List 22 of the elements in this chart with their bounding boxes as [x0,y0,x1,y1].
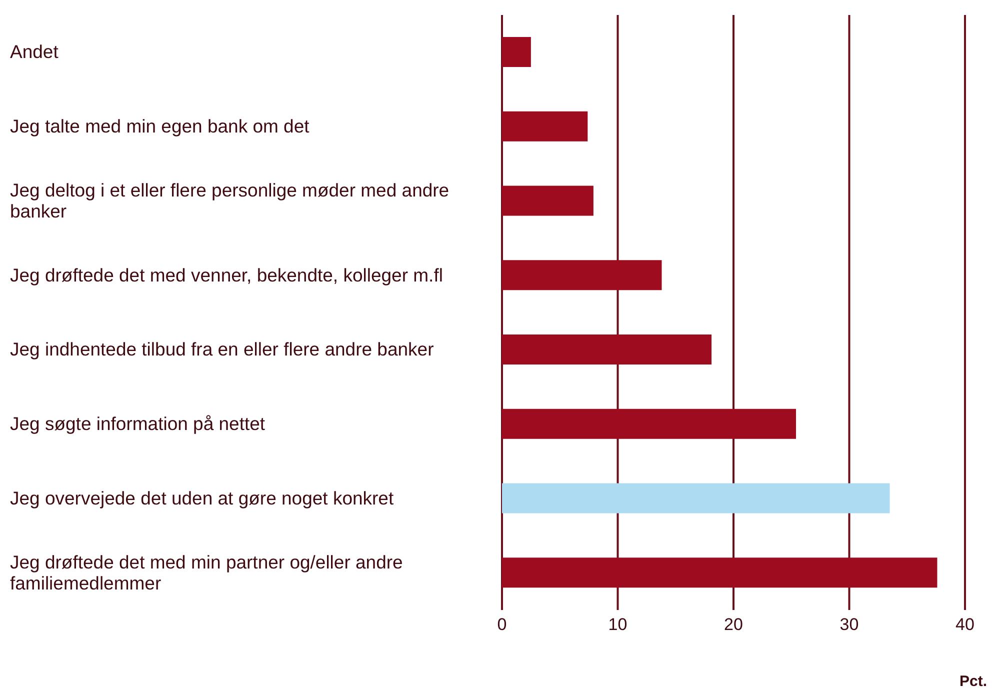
y-tick-label: Jeg deltog i et eller flere personlige møder med andre banker [10,179,450,222]
x-axis-title: Pct. [959,673,987,690]
bar [502,186,594,216]
bar [502,408,796,439]
bar [502,111,588,142]
bar [502,558,938,588]
bar [502,334,712,364]
x-tick-label: 30 [840,615,859,634]
x-tick-label: 10 [608,615,628,634]
y-tick-label: Jeg talte med min egen bank om det [10,116,310,137]
y-tick-label: Jeg drøftede det med venner, bekendte, kolleger m.fl [10,264,443,286]
x-tick-label: 20 [724,615,743,634]
bar [502,483,890,514]
y-tick-label: Jeg overvejede det uden at gøre noget konkret [10,487,394,508]
y-tick-label: Andet [10,41,58,62]
bar [502,260,662,290]
x-tick-label: 40 [956,615,974,634]
y-tick-label: Jeg søgte information på nettet [10,413,266,434]
bar [502,37,531,67]
y-tick-label: Jeg drøftede det med min partner og/eller andre familiemedlemmer [10,551,403,594]
y-tick-label: Jeg indhentede tilbud fra en eller flere andre banker [10,338,434,360]
x-tick-label: 0 [497,615,507,634]
